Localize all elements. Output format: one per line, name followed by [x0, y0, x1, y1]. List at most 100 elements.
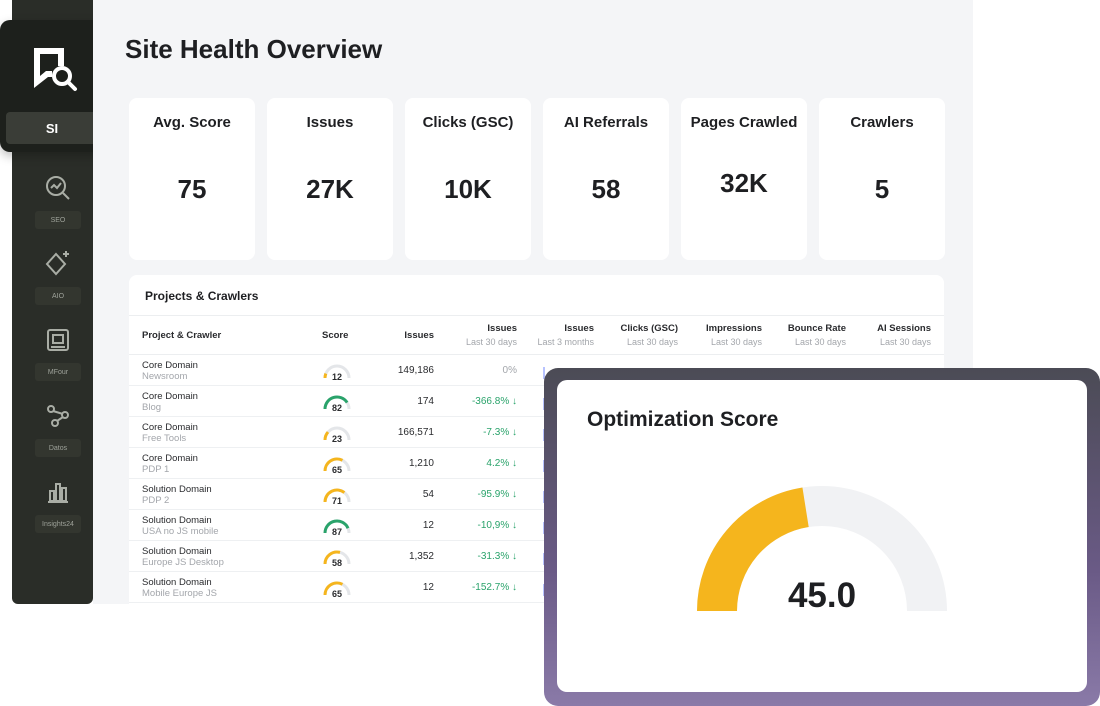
- col-header-impressions[interactable]: Impressions Last 30 days: [706, 323, 762, 347]
- project-name: Solution Domain PDP 2: [142, 484, 212, 506]
- issues-change: -152.7% ↓: [471, 582, 517, 593]
- stat-label: Crawlers: [850, 114, 914, 131]
- gauge-score: 82: [332, 403, 342, 413]
- nav-item-aio[interactable]: AIO: [28, 242, 88, 305]
- stat-value: 5: [874, 174, 890, 204]
- col-header-bounce-rate[interactable]: Bounce Rate Last 30 days: [787, 323, 846, 347]
- stat-value: 10K: [444, 174, 492, 204]
- page-title: Site Health Overview: [125, 34, 383, 64]
- nav-item-seo[interactable]: SEO: [28, 166, 88, 229]
- table-row[interactable]: Core Domain PDP 1 65 1,210 4.2% ↓: [129, 448, 944, 479]
- issues-count: 12: [422, 582, 434, 593]
- col-header-score[interactable]: Score: [322, 330, 349, 341]
- optimization-title: Optimization Score: [587, 408, 779, 431]
- sparkle-diamond-icon: [33, 242, 83, 286]
- col-header-issues-30d[interactable]: Issues Last 30 days: [465, 323, 517, 347]
- score-gauge: 12: [323, 364, 351, 382]
- issues-change: 4.2% ↓: [486, 458, 517, 469]
- brand-logo-card[interactable]: SI: [0, 20, 104, 152]
- stat-value: 58: [591, 174, 621, 204]
- nodes-icon: [33, 394, 83, 438]
- gauge-fill: [323, 488, 346, 503]
- score-gauge: 87: [323, 519, 351, 537]
- gauge-fill: [323, 431, 330, 441]
- gauge-fill: [323, 457, 344, 472]
- crawler-name: Blog: [142, 402, 162, 413]
- score-gauge: 82: [323, 395, 351, 413]
- gauge-fill: [323, 581, 344, 596]
- gauge-fill: [323, 395, 349, 410]
- score-gauge: 65: [323, 581, 351, 599]
- issues-change: -10,9% ↓: [477, 520, 517, 531]
- nav-item-insights24[interactable]: Insights24: [28, 470, 88, 533]
- table-row[interactable]: Solution Domain USA no JS mobile 87 12 -10,9…: [129, 510, 944, 541]
- stat-value: 75: [177, 174, 207, 204]
- optimization-value: 45.0: [787, 576, 857, 615]
- brand-tag: SI: [6, 112, 98, 144]
- crawler-name: Mobile Europe JS: [142, 588, 217, 599]
- chart-search-icon: [33, 166, 83, 210]
- table-row[interactable]: Solution Domain PDP 2 71 54 -95.9% ↓: [129, 479, 944, 510]
- score-gauge: 71: [323, 488, 351, 506]
- gauge-score: 23: [332, 434, 342, 444]
- project-name: Core Domain Free Tools: [142, 422, 198, 444]
- table-row[interactable]: Solution Domain Mobile Europe JS 65 12 -152.…: [129, 572, 944, 603]
- table-row[interactable]: Core Domain Newsroom 12 149,186 0%: [129, 355, 944, 386]
- gauge-fill: [697, 487, 810, 612]
- stat-value: 32K: [720, 168, 768, 198]
- col-header-ai-sessions[interactable]: AI Sessions Last 30 days: [877, 323, 931, 347]
- project-name: Solution Domain Mobile Europe JS: [142, 577, 217, 599]
- stat-label: Avg. Score: [153, 114, 231, 131]
- project-name: Core Domain PDP 1: [142, 453, 198, 475]
- issues-count: 12: [422, 520, 434, 531]
- gauge-score: 87: [332, 527, 342, 537]
- gauge-score: 58: [332, 558, 342, 568]
- stat-label: AI Referrals: [563, 114, 649, 131]
- stat-label: Pages Crawled: [690, 114, 798, 131]
- issues-count: 174: [417, 396, 434, 407]
- stat-card-clicks: Clicks (GSC) 10K: [405, 98, 531, 260]
- table-row[interactable]: Core Domain Blog 82 174 -366.8% ↓: [129, 386, 944, 417]
- gauge-score: 71: [332, 496, 342, 506]
- score-gauge: 65: [323, 457, 351, 475]
- project-name: Solution Domain USA no JS mobile: [142, 515, 219, 537]
- table-row[interactable]: Core Domain Free Tools 23 166,571 -7.3% ↓: [129, 417, 944, 448]
- col-header-project[interactable]: Project & Crawler: [142, 330, 222, 341]
- col-header-issues[interactable]: Issues: [404, 330, 434, 341]
- crawler-name: Free Tools: [142, 433, 187, 444]
- crawler-name: PDP 1: [142, 464, 170, 475]
- sparkline: [543, 367, 545, 379]
- issues-count: 1,352: [408, 551, 434, 562]
- frame-icon: [33, 318, 83, 362]
- stat-card-issues: Issues 27K: [267, 98, 393, 260]
- issues-change: -31.3% ↓: [477, 551, 517, 562]
- nav-label: SEO: [35, 211, 81, 229]
- col-header-clicks[interactable]: Clicks (GSC) Last 30 days: [620, 323, 678, 347]
- col-header-issues-3m[interactable]: Issues Last 3 months: [537, 323, 594, 347]
- stat-card-pages-crawled: Pages Crawled 32K: [681, 98, 807, 260]
- gauge-score: 65: [332, 589, 342, 599]
- nav-label: AIO: [35, 287, 81, 305]
- gauge-fill: [323, 373, 328, 379]
- score-gauge: 23: [323, 426, 351, 444]
- nav-label: Insights24: [35, 515, 81, 533]
- score-gauge: 58: [323, 550, 351, 568]
- issues-change: 0%: [502, 365, 517, 376]
- optimization-card: Optimization Score 45.0: [557, 380, 1087, 692]
- issues-change: -7.3% ↓: [483, 427, 517, 438]
- stat-label: Clicks (GSC): [422, 114, 514, 131]
- crawler-name: PDP 2: [142, 495, 170, 506]
- nav-item-mfour[interactable]: MFour: [28, 318, 88, 381]
- stat-value: 27K: [306, 174, 354, 204]
- gauge-fill: [323, 519, 350, 534]
- issues-count: 149,186: [397, 365, 434, 376]
- crawler-name: Europe JS Desktop: [142, 557, 224, 568]
- nav-item-datos[interactable]: Datos: [28, 394, 88, 457]
- issues-count: 1,210: [408, 458, 434, 469]
- stat-card-ai-referrals: AI Referrals 58: [543, 98, 669, 260]
- crawler-name: USA no JS mobile: [142, 526, 219, 537]
- issues-count: 166,571: [397, 427, 434, 438]
- gauge-score: 12: [332, 372, 342, 382]
- nav-label: MFour: [35, 363, 81, 381]
